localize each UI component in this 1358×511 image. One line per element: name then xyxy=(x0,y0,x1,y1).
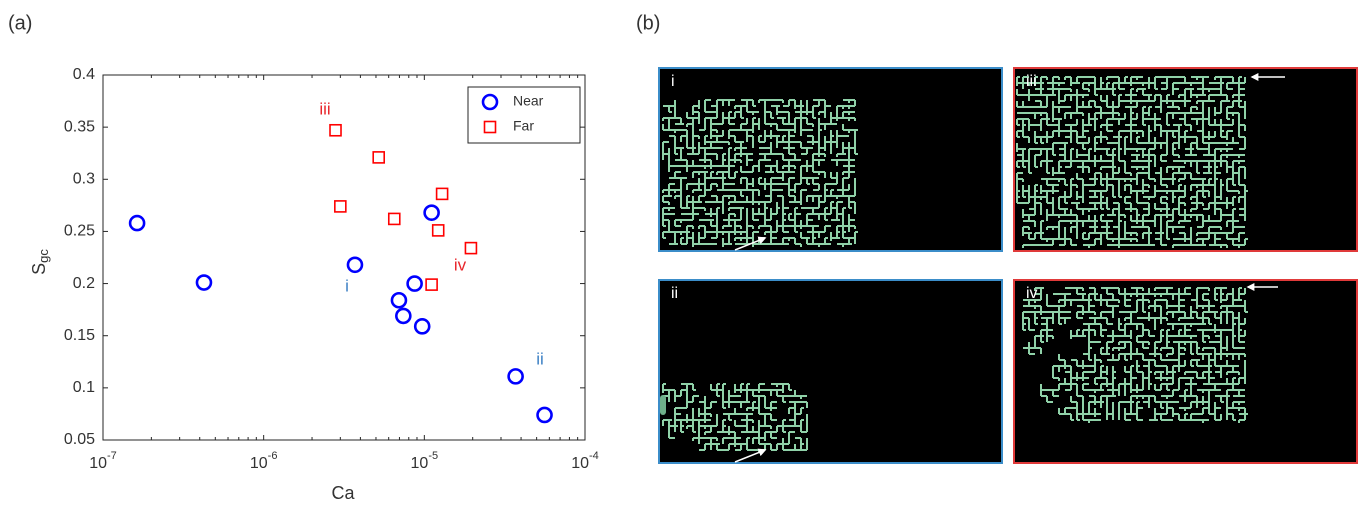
x-tick-base: 10 xyxy=(571,455,589,472)
x-tick-base: 10 xyxy=(250,455,268,472)
annotation: iv xyxy=(454,255,467,274)
panel-label: (a) xyxy=(8,12,32,34)
y-axis-label: Sgc xyxy=(29,249,52,275)
y-axis-label-sub: gc xyxy=(36,249,51,263)
x-tick-label: 10-6 xyxy=(250,450,278,472)
x-tick-label: 10-4 xyxy=(571,450,599,472)
image-frame xyxy=(659,280,1002,463)
annotation: iii xyxy=(319,99,330,118)
x-axis-label: Ca xyxy=(331,483,355,503)
x-tick-label: 10-5 xyxy=(411,450,439,472)
x-tick-label: 10-7 xyxy=(89,450,117,472)
image-label: iii xyxy=(1026,73,1037,90)
y-axis-label-main: S xyxy=(29,263,49,275)
y-tick-label: 0.35 xyxy=(64,118,95,135)
x-tick-base: 10 xyxy=(89,455,107,472)
figure: (a) (b) Ca Sgc 0.05 0.1 0.15 0.2 0.25 0.3 0.35… xyxy=(0,0,1358,511)
legend-label: Near xyxy=(513,93,544,109)
annotation: ii xyxy=(536,349,544,368)
panel-label: (b) xyxy=(636,12,660,34)
y-tick-label: 0.25 xyxy=(64,223,95,240)
y-tick-label: 0.4 xyxy=(73,66,95,83)
y-tick-label: 0.2 xyxy=(73,275,95,292)
x-tick-exponent: -4 xyxy=(589,450,599,462)
y-tick-label: 0.3 xyxy=(73,171,95,188)
annotation: i xyxy=(345,276,349,295)
legend-label: Far xyxy=(513,118,534,134)
x-tick-base: 10 xyxy=(411,455,429,472)
x-tick-exponent: -5 xyxy=(428,450,438,462)
image-label: i xyxy=(671,73,675,90)
y-tick-label: 0.15 xyxy=(64,327,95,344)
x-tick-exponent: -7 xyxy=(107,450,117,462)
x-tick-exponent: -6 xyxy=(268,450,278,462)
y-tick-label: 0.1 xyxy=(73,379,95,396)
inlet xyxy=(660,395,666,415)
image-label: iv xyxy=(1026,285,1038,302)
image-label: ii xyxy=(671,285,678,302)
y-tick-label: 0.05 xyxy=(64,431,95,448)
